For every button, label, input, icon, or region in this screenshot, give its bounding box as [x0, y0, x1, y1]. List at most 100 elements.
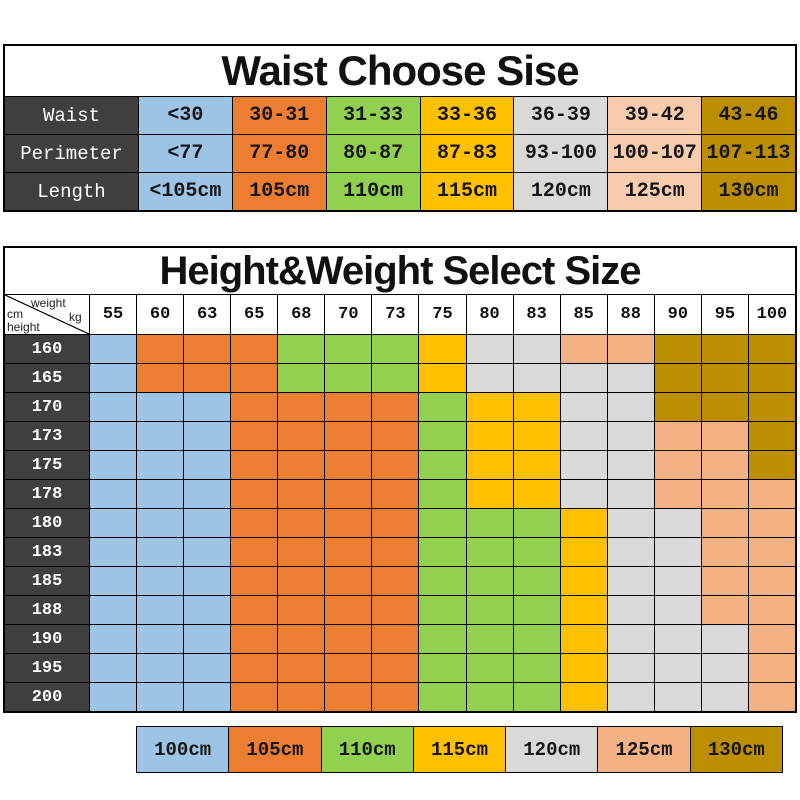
size-matrix-cell	[184, 364, 231, 392]
size-matrix-cell	[701, 596, 748, 624]
size-matrix-cell	[325, 596, 372, 624]
size-matrix-cell	[607, 422, 654, 450]
size-matrix-cell	[90, 451, 137, 479]
size-matrix-cell	[701, 393, 748, 421]
size-matrix-cell	[90, 364, 137, 392]
size-matrix-cell	[90, 567, 137, 595]
size-matrix-cell	[748, 364, 795, 392]
size-matrix-cell	[560, 538, 607, 566]
size-matrix-cell	[372, 393, 419, 421]
size-matrix-cell	[560, 596, 607, 624]
size-matrix-cell	[607, 364, 654, 392]
size-matrix-cell	[701, 509, 748, 537]
waist-value-cell: 125cm	[608, 173, 702, 210]
size-matrix-cell	[513, 625, 560, 653]
weight-column-header: 90	[654, 295, 701, 334]
height-row-label: 183	[5, 538, 89, 566]
size-matrix-cell	[466, 509, 513, 537]
size-matrix-cell	[466, 480, 513, 508]
size-matrix-cell	[654, 480, 701, 508]
size-matrix-cell	[748, 422, 795, 450]
height-row-label: 170	[5, 393, 89, 421]
height-row-label: 200	[5, 683, 89, 711]
height-row-label: 165	[5, 364, 89, 392]
size-matrix-cell	[466, 654, 513, 682]
weight-column-header: 75	[419, 295, 466, 334]
size-matrix-cell	[560, 509, 607, 537]
weight-column-header: 68	[278, 295, 325, 334]
size-matrix-cell	[466, 335, 513, 363]
size-matrix-cell	[607, 654, 654, 682]
size-matrix-cell	[419, 567, 466, 595]
height-row-label: 173	[5, 422, 89, 450]
waist-value-cell: 33-36	[420, 97, 514, 134]
weight-column-header: 80	[466, 295, 513, 334]
size-matrix-cell	[278, 683, 325, 711]
size-matrix-cell	[231, 335, 278, 363]
size-matrix-cell	[137, 364, 184, 392]
height-weight-grid: weight kg cm height 55 60 63 65 68 70 73 75 80 83 85 88…	[5, 294, 795, 711]
weight-column-header: 100	[748, 295, 795, 334]
size-matrix-cell	[513, 509, 560, 537]
size-matrix-cell	[325, 683, 372, 711]
size-matrix-cell	[419, 683, 466, 711]
waist-value-cell: 100-107	[608, 135, 702, 172]
waist-value-cell: 105cm	[232, 173, 326, 210]
size-matrix-cell	[560, 422, 607, 450]
size-matrix-cell	[231, 393, 278, 421]
size-matrix-cell	[654, 567, 701, 595]
size-matrix-cell	[466, 393, 513, 421]
waist-value-cell: 120cm	[514, 173, 608, 210]
size-matrix-cell	[231, 625, 278, 653]
size-matrix-cell	[184, 393, 231, 421]
size-matrix-cell	[513, 393, 560, 421]
size-matrix-cell	[419, 538, 466, 566]
size-matrix-cell	[654, 625, 701, 653]
waist-value-cell: 110cm	[326, 173, 420, 210]
size-matrix-cell	[419, 509, 466, 537]
size-matrix-cell	[372, 654, 419, 682]
size-matrix-cell	[466, 538, 513, 566]
size-matrix-cell	[184, 422, 231, 450]
size-matrix-cell	[372, 364, 419, 392]
size-matrix-cell	[90, 654, 137, 682]
weight-column-header: 73	[372, 295, 419, 334]
size-matrix-cell	[231, 480, 278, 508]
waist-value-cell: 107-113	[702, 135, 795, 172]
size-matrix-cell	[278, 625, 325, 653]
size-matrix-cell	[372, 451, 419, 479]
size-matrix-cell	[90, 625, 137, 653]
size-matrix-cell	[90, 393, 137, 421]
size-matrix-cell	[325, 422, 372, 450]
size-matrix-cell	[513, 596, 560, 624]
size-matrix-cell	[372, 422, 419, 450]
size-matrix-cell	[137, 683, 184, 711]
size-matrix-cell	[278, 393, 325, 421]
waist-value-cell: 43-46	[702, 97, 795, 134]
size-matrix-cell	[748, 596, 795, 624]
size-matrix-cell	[278, 538, 325, 566]
size-matrix-cell	[560, 567, 607, 595]
size-matrix-cell	[137, 538, 184, 566]
size-matrix-cell	[607, 451, 654, 479]
waist-value-cell: 80-87	[326, 135, 420, 172]
waist-value-cell: 36-39	[514, 97, 608, 134]
size-matrix-cell	[278, 364, 325, 392]
waist-value-cell: 39-42	[608, 97, 702, 134]
size-matrix-cell	[607, 538, 654, 566]
size-matrix-cell	[513, 683, 560, 711]
size-matrix-cell	[372, 335, 419, 363]
waist-value-cell: 77-80	[232, 135, 326, 172]
size-matrix-cell	[231, 538, 278, 566]
size-matrix-cell	[90, 422, 137, 450]
size-matrix-cell	[137, 480, 184, 508]
size-matrix-cell	[184, 509, 231, 537]
size-matrix-cell	[607, 480, 654, 508]
height-weight-table: Height&Weight Select Size weight kg cm heig…	[3, 246, 797, 713]
weight-column-header: 63	[184, 295, 231, 334]
size-color-legend: 100cm 105cm 110cm 115cm 120cm 125cm 130cm	[136, 726, 783, 773]
size-matrix-cell	[748, 335, 795, 363]
size-matrix-cell	[231, 654, 278, 682]
size-matrix-cell	[231, 509, 278, 537]
size-matrix-cell	[607, 393, 654, 421]
